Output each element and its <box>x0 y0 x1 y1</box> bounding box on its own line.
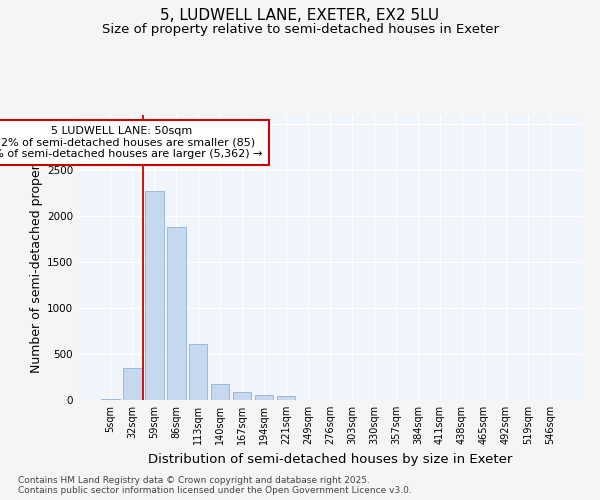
Bar <box>167 227 185 400</box>
Bar <box>123 368 142 400</box>
Text: 5, LUDWELL LANE, EXETER, EX2 5LU: 5, LUDWELL LANE, EXETER, EX2 5LU <box>160 8 440 22</box>
Text: Size of property relative to semi-detached houses in Exeter: Size of property relative to semi-detach… <box>101 22 499 36</box>
Bar <box>211 384 229 400</box>
Y-axis label: Number of semi-detached properties: Number of semi-detached properties <box>30 142 43 373</box>
Text: 5 LUDWELL LANE: 50sqm
← 2% of semi-detached houses are smaller (85)
98% of semi-: 5 LUDWELL LANE: 50sqm ← 2% of semi-detac… <box>0 126 263 159</box>
Bar <box>255 395 274 400</box>
Bar <box>145 192 164 400</box>
Bar <box>101 399 119 400</box>
X-axis label: Distribution of semi-detached houses by size in Exeter: Distribution of semi-detached houses by … <box>148 452 512 466</box>
Bar <box>189 344 208 400</box>
Text: Contains HM Land Registry data © Crown copyright and database right 2025.
Contai: Contains HM Land Registry data © Crown c… <box>18 476 412 495</box>
Bar <box>277 396 295 400</box>
Bar <box>233 392 251 400</box>
